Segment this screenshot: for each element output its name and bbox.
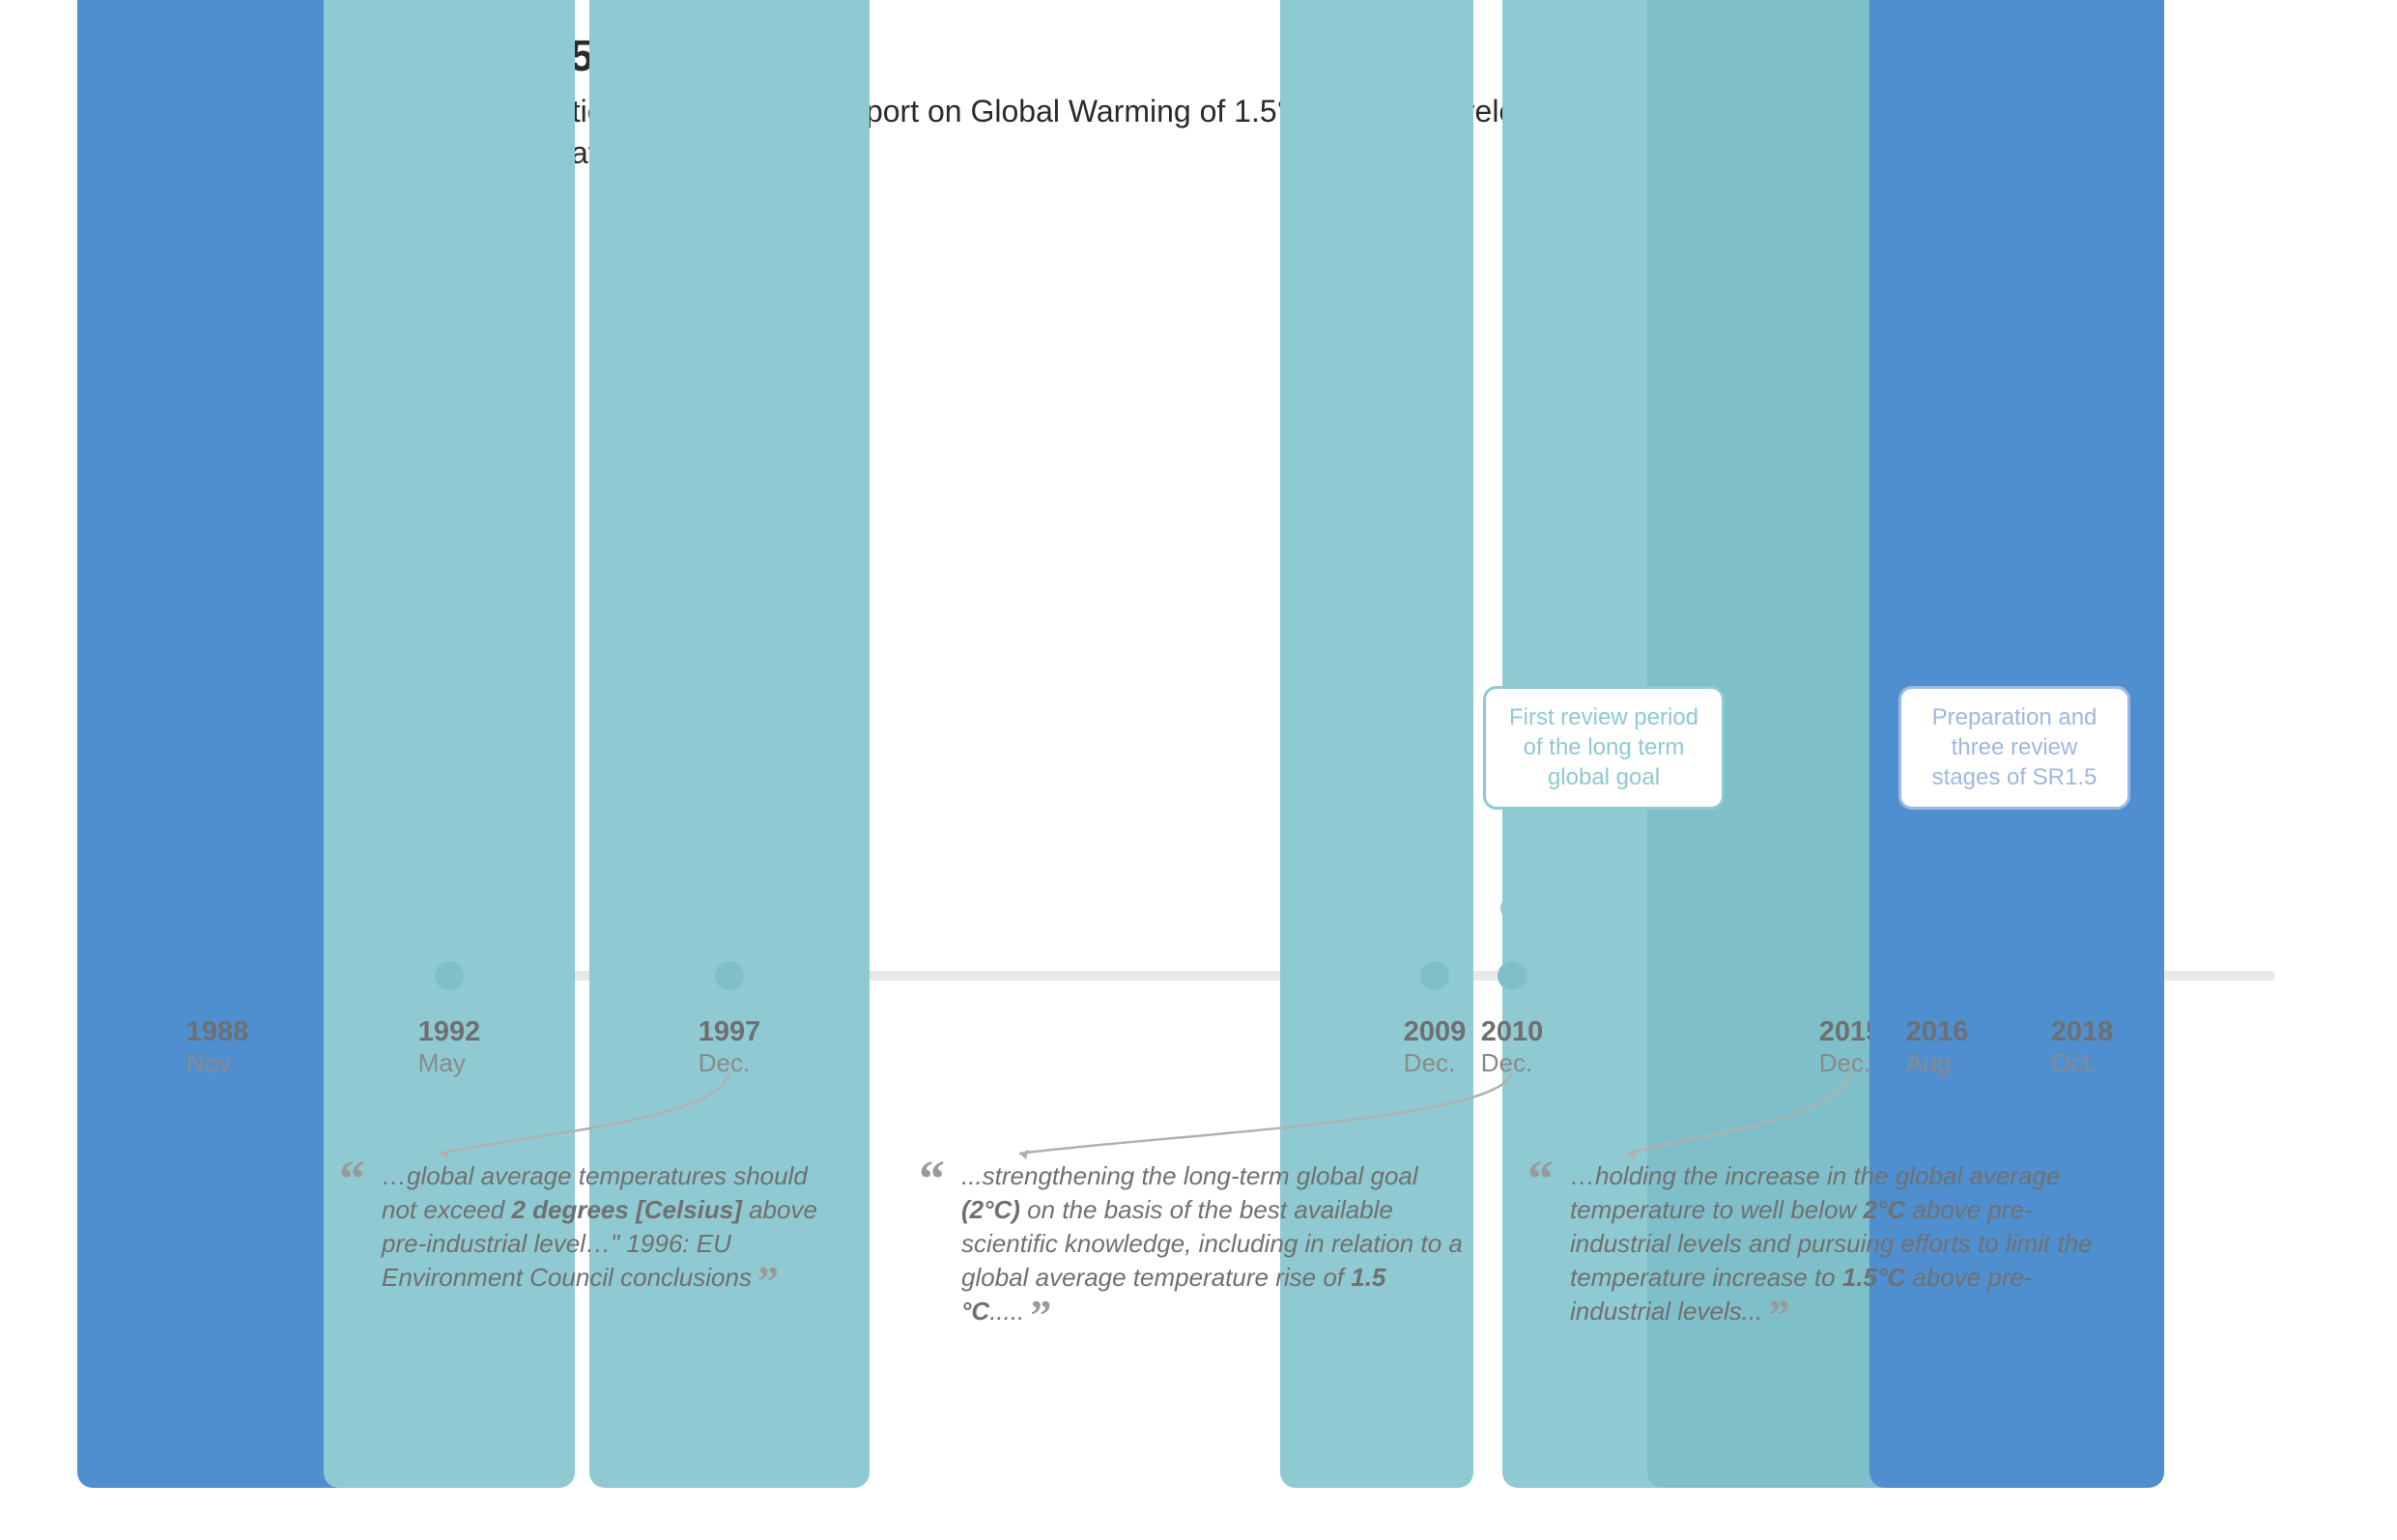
cancun-dot xyxy=(1498,961,1527,990)
approval-dot xyxy=(2065,958,2099,993)
scoping-year-label: 2016Aug. xyxy=(1906,1016,1969,1078)
quote-close-icon: ” xyxy=(1762,1292,1789,1339)
unfccc-dot xyxy=(435,961,464,990)
review-period-box: First review periodof the long termgloba… xyxy=(1483,686,1725,810)
scoping-dot xyxy=(1923,961,1952,990)
prep-review-box: Preparation andthree reviewstages of SR1… xyxy=(1898,686,2130,810)
q2: “...strengthening the long-term global g… xyxy=(961,1159,1464,1328)
timeline: TheIntergovernmentalPanel onClimate Chan… xyxy=(121,232,2275,1488)
ipcc-dot xyxy=(200,958,235,993)
q1: “…global average temperatures should not… xyxy=(382,1159,826,1295)
kyoto-dot xyxy=(715,961,744,990)
quote-close-icon: ” xyxy=(1024,1292,1051,1339)
paris-dot xyxy=(1836,961,1865,990)
ipcc-box: TheIntergovernmentalPanel onClimate Chan… xyxy=(77,0,357,1488)
approval-year-label: 2018Oct. xyxy=(2051,1016,2114,1078)
quote-close-icon: ” xyxy=(752,1258,779,1305)
q3: “…holding the increase in the global ave… xyxy=(1570,1159,2121,1328)
ipcc-year-label: 1988Nov. xyxy=(186,1016,249,1078)
copenhagen-dot xyxy=(1420,961,1449,990)
